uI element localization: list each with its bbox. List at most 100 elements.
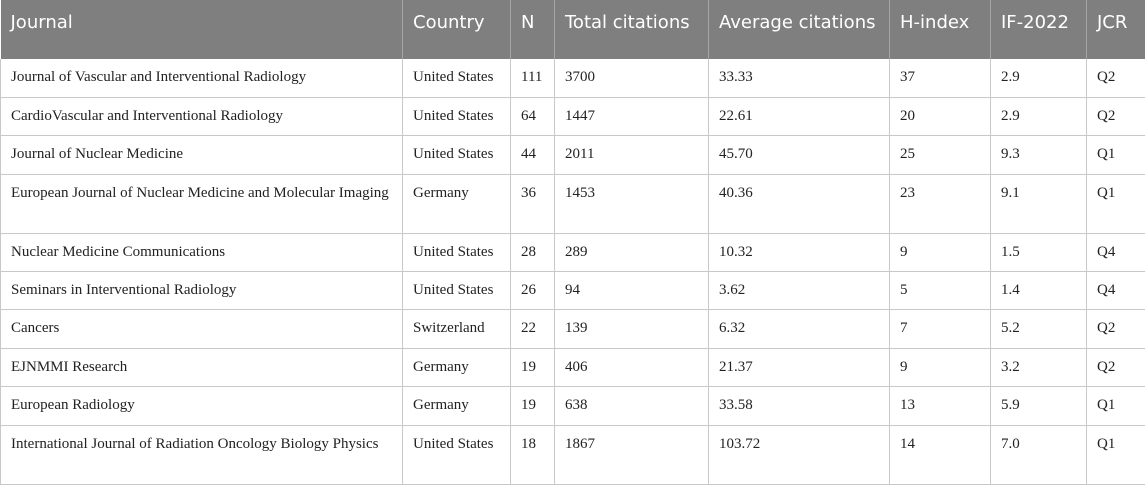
cell-n: 26 <box>510 271 555 311</box>
cell-journal: Journal of Nuclear Medicine <box>0 135 403 175</box>
table-row: Journal of Nuclear Medicine United State… <box>0 135 1145 175</box>
cell-if-2022: 7.0 <box>990 425 1087 485</box>
cell-jcr: Q1 <box>1086 386 1145 426</box>
cell-journal: International Journal of Radiation Oncol… <box>0 425 403 485</box>
cell-journal: Cancers <box>0 309 403 349</box>
cell-h-index: 9 <box>889 233 991 273</box>
cell-n: 111 <box>510 59 555 98</box>
cell-average-citations: 40.36 <box>708 174 890 234</box>
cell-n: 19 <box>510 386 555 426</box>
table-header-row: Journal Country N Total citations Averag… <box>0 0 1145 59</box>
header-if-2022: IF-2022 <box>990 0 1087 59</box>
cell-jcr: Q2 <box>1086 348 1145 388</box>
cell-country: Germany <box>402 174 511 234</box>
cell-jcr: Q1 <box>1086 425 1145 485</box>
header-n: N <box>510 0 555 59</box>
cell-h-index: 20 <box>889 97 991 137</box>
cell-if-2022: 9.3 <box>990 135 1087 175</box>
cell-h-index: 5 <box>889 271 991 311</box>
cell-journal: EJNMMI Research <box>0 348 403 388</box>
cell-jcr: Q4 <box>1086 271 1145 311</box>
cell-n: 19 <box>510 348 555 388</box>
table-row: European Journal of Nuclear Medicine and… <box>0 174 1145 234</box>
cell-if-2022: 5.2 <box>990 309 1087 349</box>
cell-country: United States <box>402 59 511 98</box>
cell-jcr: Q2 <box>1086 309 1145 349</box>
cell-journal: CardioVascular and Interventional Radiol… <box>0 97 403 137</box>
cell-average-citations: 10.32 <box>708 233 890 273</box>
cell-journal: Nuclear Medicine Communications <box>0 233 403 273</box>
table-row: Cancers Switzerland 22 139 6.32 7 5.2 Q2 <box>0 309 1145 349</box>
table-row: CardioVascular and Interventional Radiol… <box>0 97 1145 137</box>
cell-country: Germany <box>402 348 511 388</box>
cell-h-index: 37 <box>889 59 991 98</box>
cell-country: Germany <box>402 386 511 426</box>
header-jcr: JCR <box>1086 0 1145 59</box>
cell-average-citations: 21.37 <box>708 348 890 388</box>
cell-total-citations: 139 <box>554 309 709 349</box>
cell-h-index: 25 <box>889 135 991 175</box>
cell-journal: European Radiology <box>0 386 403 426</box>
cell-total-citations: 406 <box>554 348 709 388</box>
header-average-citations: Average citations <box>708 0 890 59</box>
table-row: EJNMMI Research Germany 19 406 21.37 9 3… <box>0 348 1145 388</box>
table-row: Seminars in Interventional Radiology Uni… <box>0 271 1145 311</box>
cell-total-citations: 1447 <box>554 97 709 137</box>
cell-n: 28 <box>510 233 555 273</box>
cell-jcr: Q2 <box>1086 59 1145 98</box>
cell-if-2022: 2.9 <box>990 59 1087 98</box>
cell-total-citations: 1453 <box>554 174 709 234</box>
cell-country: United States <box>402 425 511 485</box>
header-h-index: H-index <box>889 0 991 59</box>
cell-h-index: 23 <box>889 174 991 234</box>
cell-if-2022: 5.9 <box>990 386 1087 426</box>
cell-country: United States <box>402 97 511 137</box>
cell-h-index: 14 <box>889 425 991 485</box>
cell-if-2022: 1.4 <box>990 271 1087 311</box>
cell-average-citations: 103.72 <box>708 425 890 485</box>
cell-total-citations: 94 <box>554 271 709 311</box>
cell-country: Switzerland <box>402 309 511 349</box>
table-row: Journal of Vascular and Interventional R… <box>0 59 1145 98</box>
cell-jcr: Q1 <box>1086 135 1145 175</box>
cell-h-index: 9 <box>889 348 991 388</box>
cell-average-citations: 6.32 <box>708 309 890 349</box>
cell-if-2022: 2.9 <box>990 97 1087 137</box>
cell-average-citations: 22.61 <box>708 97 890 137</box>
cell-total-citations: 289 <box>554 233 709 273</box>
cell-journal: Seminars in Interventional Radiology <box>0 271 403 311</box>
cell-h-index: 7 <box>889 309 991 349</box>
cell-n: 36 <box>510 174 555 234</box>
journal-table: Journal Country N Total citations Averag… <box>0 0 1145 485</box>
table-row: International Journal of Radiation Oncol… <box>0 425 1145 485</box>
cell-country: United States <box>402 233 511 273</box>
cell-total-citations: 3700 <box>554 59 709 98</box>
cell-average-citations: 33.33 <box>708 59 890 98</box>
cell-if-2022: 3.2 <box>990 348 1087 388</box>
cell-jcr: Q2 <box>1086 97 1145 137</box>
cell-jcr: Q4 <box>1086 233 1145 273</box>
cell-if-2022: 9.1 <box>990 174 1087 234</box>
table-row: European Radiology Germany 19 638 33.58 … <box>0 386 1145 426</box>
cell-country: United States <box>402 271 511 311</box>
cell-average-citations: 33.58 <box>708 386 890 426</box>
cell-average-citations: 3.62 <box>708 271 890 311</box>
cell-h-index: 13 <box>889 386 991 426</box>
cell-n: 44 <box>510 135 555 175</box>
cell-n: 18 <box>510 425 555 485</box>
cell-n: 22 <box>510 309 555 349</box>
header-country: Country <box>402 0 511 59</box>
cell-total-citations: 638 <box>554 386 709 426</box>
cell-average-citations: 45.70 <box>708 135 890 175</box>
cell-n: 64 <box>510 97 555 137</box>
cell-journal: Journal of Vascular and Interventional R… <box>0 59 403 98</box>
table-row: Nuclear Medicine Communications United S… <box>0 233 1145 273</box>
cell-jcr: Q1 <box>1086 174 1145 234</box>
cell-country: United States <box>402 135 511 175</box>
header-total-citations: Total citations <box>554 0 709 59</box>
cell-total-citations: 2011 <box>554 135 709 175</box>
header-journal: Journal <box>0 0 403 59</box>
cell-if-2022: 1.5 <box>990 233 1087 273</box>
cell-journal: European Journal of Nuclear Medicine and… <box>0 174 403 234</box>
cell-total-citations: 1867 <box>554 425 709 485</box>
